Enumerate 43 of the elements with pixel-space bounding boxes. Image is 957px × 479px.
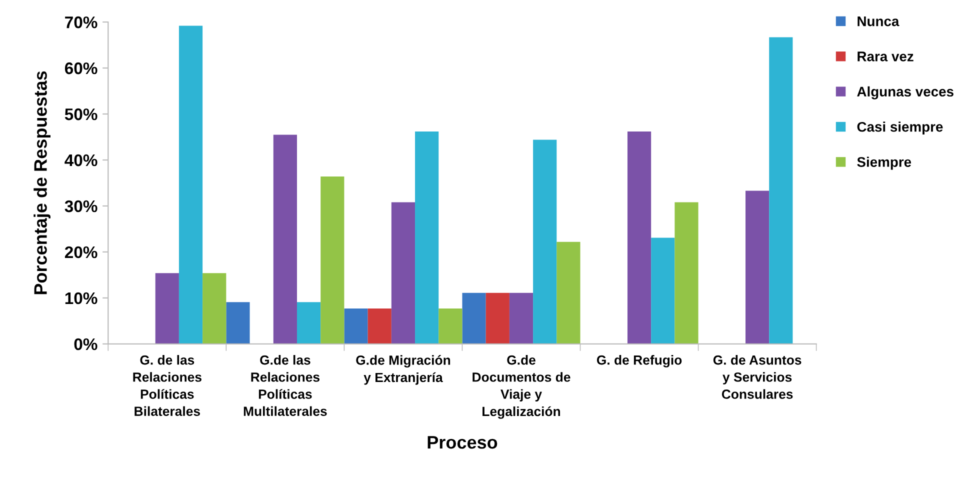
x-tick-label: G.de las Relaciones Políticas Multilaterales (244, 355, 327, 416)
bar (674, 202, 698, 344)
bar (746, 190, 770, 344)
y-axis-title: Porcentaje de Respuestas (34, 71, 50, 294)
x-tick-label: G.de Documentos de Viaje y Legalización (472, 355, 570, 419)
bar (226, 302, 250, 344)
y-tick-label: 70% (65, 16, 98, 28)
bar (651, 238, 675, 344)
bar (202, 273, 226, 344)
x-tick-label: G. de las Relaciones Políticas Bilaterales (133, 355, 202, 416)
bar (296, 302, 321, 344)
bar (320, 176, 344, 344)
y-tick-label: 60% (64, 62, 98, 74)
bar (462, 292, 486, 344)
x-tick-label: G. de Refugio (596, 355, 682, 368)
legend-label: Nunca (858, 16, 900, 26)
bar (769, 37, 793, 344)
bar (273, 134, 297, 344)
bar (415, 131, 439, 344)
y-tick-label: 20% (64, 246, 98, 258)
bar (627, 131, 652, 344)
bar (556, 242, 580, 344)
bar (438, 308, 462, 344)
x-tick-label: G. de Asuntos y Servicios Consulares (713, 355, 802, 399)
y-tick-label: 0% (74, 338, 98, 350)
y-tick-label: 40% (64, 154, 98, 166)
bar (391, 202, 416, 344)
legend-label: Siempre (857, 156, 912, 170)
bar (368, 308, 392, 344)
bar (486, 292, 510, 344)
y-tick-label: 50% (64, 108, 98, 120)
bar (509, 292, 534, 344)
bar (533, 140, 557, 344)
x-axis-title: Proceso (428, 436, 498, 449)
legend-label: Casi siempre (857, 122, 943, 135)
bar (155, 273, 179, 344)
legend-label: Rara vez (858, 52, 914, 62)
legend-label: Algunas veces (857, 86, 954, 100)
y-tick-label: 10% (65, 292, 98, 304)
bar (178, 26, 203, 344)
x-tick-label: G.de Migración y Extranjería (356, 355, 450, 385)
y-tick-label: 30% (64, 200, 98, 212)
bar (344, 308, 368, 344)
